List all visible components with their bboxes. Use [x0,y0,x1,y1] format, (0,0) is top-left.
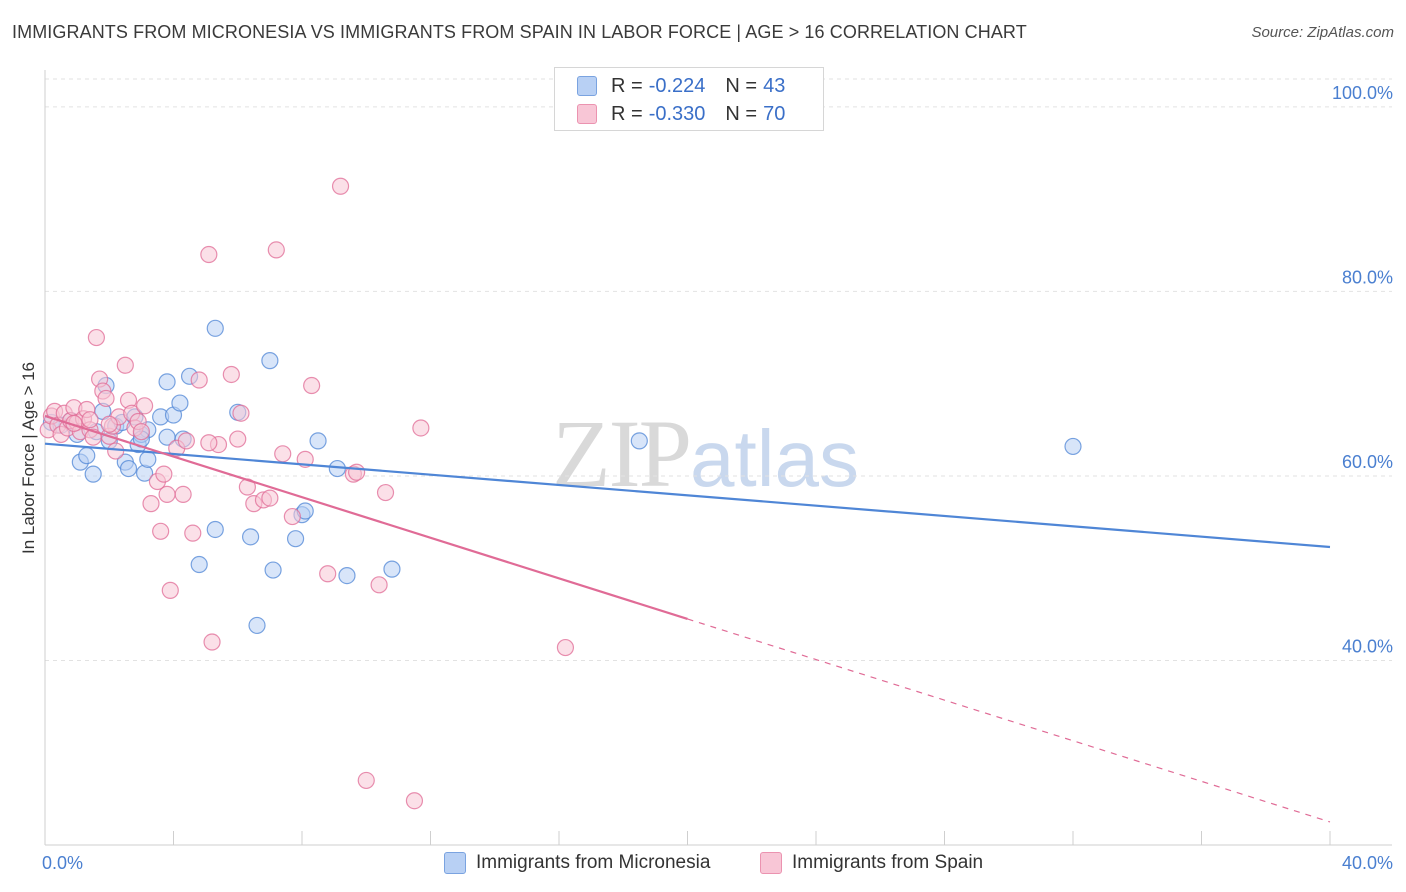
data-points [39,177,1082,810]
point-micronesia [190,555,208,574]
chart-title: IMMIGRANTS FROM MICRONESIA VS IMMIGRANTS… [12,22,1027,42]
point-spain [87,328,106,347]
legend-r-label: R = [611,74,643,97]
point-spain [174,485,192,504]
point-spain [184,524,202,542]
point-micronesia [1064,437,1082,456]
point-spain [142,495,160,513]
point-spain [331,177,350,195]
point-spain [357,771,375,790]
legend-n-value: 70 [763,102,786,125]
point-spain [556,638,575,657]
legend-swatch-spain [577,104,597,124]
point-spain [107,442,125,460]
point-micronesia [119,459,138,478]
point-spain [190,371,208,389]
point-spain [177,432,195,450]
point-spain [116,356,134,374]
point-spain [158,485,176,504]
series-legend-micronesia: Immigrants from Micronesia [444,852,710,874]
point-spain [283,507,301,526]
axes [44,70,1392,846]
source-label: Source: ZipAtlas.com [1251,24,1394,41]
point-micronesia [242,528,260,546]
correlation-legend: R = -0.224 N = 43 R = -0.330 N = 70 [554,67,824,131]
series-legend-spain: Immigrants from Spain [760,852,983,874]
trend-line-micronesia [44,442,1331,549]
point-micronesia [78,447,96,465]
series-legend: Immigrants from Micronesia Immigrants fr… [0,852,1406,878]
point-micronesia [338,566,356,585]
trend-line-spain [44,414,688,621]
y-tick-label: 40.0% [1342,636,1393,656]
y-axis-label: In Labor Force | Age > 16 [19,362,38,554]
point-spain [152,522,170,540]
point-micronesia [248,616,266,635]
point-spain [222,365,240,384]
y-tick-label: 80.0% [1342,267,1393,287]
x-tick-label: 40.0% [1342,853,1393,873]
point-spain [274,445,292,463]
series-name-micronesia: Immigrants from Micronesia [476,852,711,873]
point-micronesia [630,432,648,450]
legend-r-label: R = [611,102,643,125]
series-name-spain: Immigrants from Spain [792,852,984,873]
trend-lines [44,414,1331,823]
point-micronesia [264,561,282,579]
point-micronesia [84,465,102,483]
point-spain [412,419,430,437]
point-spain [203,633,221,651]
point-spain [229,430,247,448]
point-spain [348,463,366,481]
point-micronesia [206,319,224,337]
point-micronesia [309,432,327,450]
legend-n-label: N = [725,102,758,125]
y-tick-label: 100.0% [1332,83,1393,103]
legend-r-value: -0.224 [648,74,706,97]
y-tick-label: 60.0% [1342,452,1393,472]
point-micronesia [171,394,189,412]
tick-labels: 100.0% 80.0% 60.0% 40.0% 0.0% 40.0% [42,83,1393,873]
point-micronesia [383,560,401,578]
point-spain [261,489,279,507]
point-spain [200,245,218,264]
point-spain [303,376,321,395]
point-micronesia [139,450,157,468]
point-spain [97,389,115,408]
point-spain [155,465,173,483]
legend-row-micronesia: R = -0.224 N = 43 [577,74,785,98]
point-spain [81,411,99,429]
point-spain [161,581,179,599]
point-micronesia [286,530,305,548]
point-spain [319,565,337,583]
point-micronesia [206,520,224,539]
point-spain [100,415,118,433]
point-spain [376,483,395,502]
legend-n-value: 43 [763,74,786,97]
point-spain [200,434,218,452]
legend-row-spain: R = -0.330 N = 70 [577,102,785,126]
point-spain [135,397,154,415]
x-tick-label: 0.0% [42,853,83,873]
grid-lines [45,78,1392,661]
point-spain [370,576,388,594]
point-spain [232,404,250,422]
point-spain [405,792,424,810]
point-micronesia [261,352,279,370]
point-micronesia [158,373,176,391]
legend-n-label: N = [725,74,758,97]
series-swatch-spain [760,852,782,874]
series-swatch-micronesia [444,852,466,874]
trend-line-spain-extrapolated [687,618,1331,823]
watermark-atlas: atlas [690,414,859,503]
legend-swatch-micronesia [577,76,597,96]
legend-r-value: -0.330 [648,102,706,125]
point-spain [132,423,150,441]
point-spain [267,241,285,259]
